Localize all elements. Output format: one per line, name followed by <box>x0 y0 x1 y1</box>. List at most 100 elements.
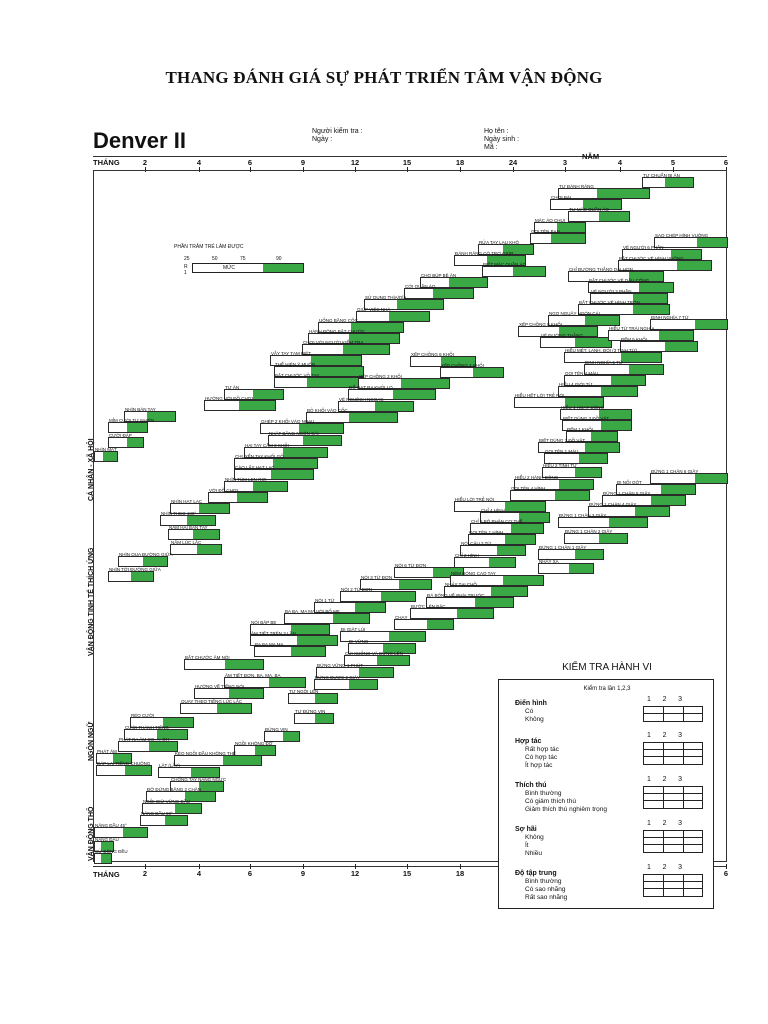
month-tick-label: 2 <box>142 158 148 167</box>
item-bar: ĐỨNG 1 CHÂN 5 GIÂY <box>602 491 686 506</box>
tick-mark <box>355 167 356 172</box>
item-bar: SAO CHÉP HÌNH VUÔNG <box>654 233 728 248</box>
item-bar: BẮT CHƯỚC VẼ DẤU CỘNG <box>588 278 674 293</box>
item-bar: VẼ NGUỆCH NGOẠC <box>338 397 414 412</box>
year-tick-label: 6 <box>723 158 729 167</box>
option: Không <box>525 716 544 723</box>
option: Có hợp tác <box>525 754 558 761</box>
item-bar: CƯỜI ĐÁP <box>108 433 144 448</box>
item-bar: NGỌ NGUẬY NGÓN CÁI <box>548 311 620 326</box>
month-tick-label: 2 <box>142 869 148 878</box>
tick-mark <box>250 167 251 172</box>
category-interest: Thích thú <box>515 782 547 789</box>
tick-mark <box>199 167 200 172</box>
month-tick-label: 12 <box>350 158 360 167</box>
document-title: THANG ĐÁNH GIÁ SỰ PHÁT TRIỂN TÂM VẬN ĐỘN… <box>165 68 603 87</box>
checkbox-grid[interactable] <box>643 830 703 853</box>
option: Ít hợp tác <box>525 762 553 769</box>
item-bar: HÀNH ĐỘNG BẮT CHƯỚC <box>308 329 400 344</box>
date-label: Ngày : <box>312 136 333 143</box>
item-bar: CHƠI BÀI <box>550 195 622 210</box>
item-bar: GHÉP 2 KHỐI VÀO NHAU <box>260 419 344 434</box>
option: Giảm thích thú nghiêm trọng <box>525 806 608 813</box>
legend-50: 50 <box>212 256 218 262</box>
behavior-panel: KIỂM TRA HÀNH VI Kiểm tra lần 1,2,3 Điển… <box>498 662 714 909</box>
item-bar: XẾP CHỒNG 4 KHỐI <box>440 363 504 378</box>
item-bar: ĐỨNG 1 CHÂN 1 GIÂY <box>538 545 604 560</box>
item-bar: XẾP CHỒNG 8 KHỐI <box>518 322 598 337</box>
tick-mark <box>303 167 304 172</box>
item-bar: CỞI QUẦN ÁO <box>404 284 474 299</box>
item-bar: NHÌN BÀN TAY <box>124 407 176 422</box>
option: Nhiều <box>525 850 542 857</box>
columns-header: 1 2 3 <box>647 696 683 703</box>
item-bar: CỬ ĐỘNG ĐỀU <box>94 849 128 864</box>
item-bar: KÉO NGỒI ĐẦU KHÔNG THẾ <box>174 751 262 766</box>
item-bar: NHẢY TẠI CHỖ <box>444 582 528 597</box>
checkbox-grid[interactable] <box>643 874 703 897</box>
item-bar: BIẾT MẶC QUẦN ÁO <box>482 262 546 277</box>
item-bar: ĐI NỐI GÓT <box>616 480 696 495</box>
item-bar: CHUYỂN TAY KHỐI GỖ <box>234 454 318 469</box>
item-bar: HƯỚNG VỀ TIẾNG NÓI <box>194 684 264 699</box>
item-bar: TỰ ĐỨNG VỊN <box>294 709 334 724</box>
item-bar: BẮT CHƯỚC VẼ HÌNH TRÒN <box>578 300 670 315</box>
item-bar: VẼ NGƯỜI 6 PHẦN <box>622 245 702 260</box>
tick-mark <box>355 864 356 869</box>
columns-header: 1 2 3 <box>647 776 683 783</box>
year-tick-label: 3 <box>562 158 568 167</box>
item-bar: NHÌN THEO 180° <box>160 511 216 526</box>
item-bar: NẮM HAI BÀN TAY <box>168 525 220 540</box>
top-axis-line <box>93 156 727 157</box>
legend-level: MỨC <box>223 265 236 271</box>
item-bar: HIỂU LỜI TRẺ NÓI <box>454 497 546 512</box>
category-fear: Sợ hãi <box>515 826 537 833</box>
item-bar: BIẾT DÙNG 3 ĐỒ VẬT <box>562 416 632 431</box>
legend-title: PHẦN TRĂM TRẺ LÀM ĐƯỢC <box>174 244 244 250</box>
option: Có giảm thích thú <box>525 798 576 805</box>
checkbox-grid[interactable] <box>643 786 703 809</box>
tick-mark <box>199 864 200 869</box>
item-bar: BƯỚC LÊN BẬC <box>410 604 494 619</box>
month-tick-label: 9 <box>300 158 306 167</box>
item-bar: GỌI TÊN 4 HÌNH <box>510 486 590 501</box>
month-tick-label: 6 <box>247 158 253 167</box>
item-bar: ĐỨNG 1 CHÂN 4 GIÂY <box>588 502 670 517</box>
tick-mark <box>726 167 727 172</box>
item-bar: NHẢY XA <box>538 559 594 574</box>
item-bar: PHÁT RA ÂM OO, A, OH <box>118 737 178 752</box>
item-bar: NÂNG ĐẦU 90° <box>140 811 188 826</box>
item-bar: VẪY TAY TẠM BIỆT <box>270 351 362 366</box>
item-bar: HIỂU 4 HOẠT ĐỘNG <box>560 405 632 420</box>
option: Ít <box>525 842 529 849</box>
tick-mark <box>673 167 674 172</box>
tick-mark <box>726 864 727 869</box>
item-bar: NHÌN HẠT LẠC <box>170 499 230 514</box>
month-tick-label: 18 <box>455 158 465 167</box>
bottom-months-label: THÁNG <box>93 870 120 879</box>
item-bar: GỌI TÊN 1 HÌNH <box>468 530 536 545</box>
item-bar: HIỂU MỆT, LẠNH, ĐÓI (3 TÌNH TỪ) <box>564 348 662 363</box>
legend: PHẦN TRĂM TRẺ LÀM ĐƯỢC 25 50 75 90 R 1 M… <box>174 244 334 284</box>
item-bar: TỰ CHUẨN BỊ ĂN <box>642 173 694 188</box>
tick-mark <box>513 167 514 172</box>
option: Có <box>525 708 534 715</box>
item-bar: LẬT (LẪY) <box>158 763 220 778</box>
item-bar: VẼ NGƯỜI 3 PHẦN <box>590 289 668 304</box>
checkbox-grid[interactable] <box>643 706 703 722</box>
columns-header: 1 2 3 <box>647 732 683 739</box>
item-bar: CHẠY <box>394 615 454 630</box>
item-bar: SỬ DỤNG THÌA/DĨA <box>364 295 444 310</box>
item-bar: BIẾT DÙNG 2 ĐỒ VẬT <box>538 438 620 453</box>
top-months-label: THÁNG <box>93 158 120 167</box>
year-tick-label: 4 <box>617 158 623 167</box>
item-bar: TỰ ĂN <box>224 385 284 400</box>
option: Rất hợp tác <box>525 746 559 753</box>
item-bar: NHẶT BẰNG NGÓN CÁI <box>268 431 342 446</box>
item-bar: CHỈ 4 HÌNH <box>480 508 550 523</box>
item-bar: ĐÁP LẠI TIẾNG CHUÔNG <box>96 761 152 776</box>
item-bar: ĐỨNG VỮNG 1 PHÚT <box>316 663 394 678</box>
option: Rất sao nhãng <box>525 894 568 901</box>
item-bar: GỌI TÊN 4 MÀU <box>564 371 646 386</box>
checkbox-grid[interactable] <box>643 742 703 765</box>
